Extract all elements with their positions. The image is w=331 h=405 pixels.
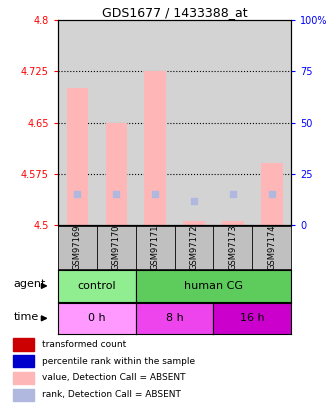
Title: GDS1677 / 1433388_at: GDS1677 / 1433388_at	[102, 6, 247, 19]
Bar	[183, 222, 205, 225]
Text: human CG: human CG	[184, 281, 243, 291]
Bar	[13, 355, 34, 367]
Text: value, Detection Call = ABSENT: value, Detection Call = ABSENT	[42, 373, 186, 382]
Bar	[13, 372, 34, 384]
Bar	[261, 164, 283, 225]
Bar	[222, 222, 244, 225]
Bar	[144, 71, 166, 225]
Bar	[13, 339, 34, 350]
Text: percentile rank within the sample: percentile rank within the sample	[42, 357, 195, 366]
Text: 8 h: 8 h	[166, 313, 183, 323]
Text: transformed count: transformed count	[42, 340, 126, 349]
Text: 16 h: 16 h	[240, 313, 265, 323]
Bar	[13, 389, 34, 401]
Text: control: control	[77, 281, 116, 291]
Text: GSM97172: GSM97172	[190, 225, 199, 270]
Text: GSM97169: GSM97169	[73, 225, 82, 270]
Bar	[106, 122, 127, 225]
Bar	[67, 88, 88, 225]
Text: time: time	[14, 312, 39, 322]
Text: GSM97174: GSM97174	[267, 225, 276, 270]
Text: GSM97170: GSM97170	[112, 225, 121, 270]
Text: agent: agent	[14, 279, 46, 289]
Text: GSM97173: GSM97173	[228, 225, 237, 270]
Text: GSM97171: GSM97171	[151, 225, 160, 270]
Text: rank, Detection Call = ABSENT: rank, Detection Call = ABSENT	[42, 390, 181, 399]
Text: 0 h: 0 h	[88, 313, 106, 323]
